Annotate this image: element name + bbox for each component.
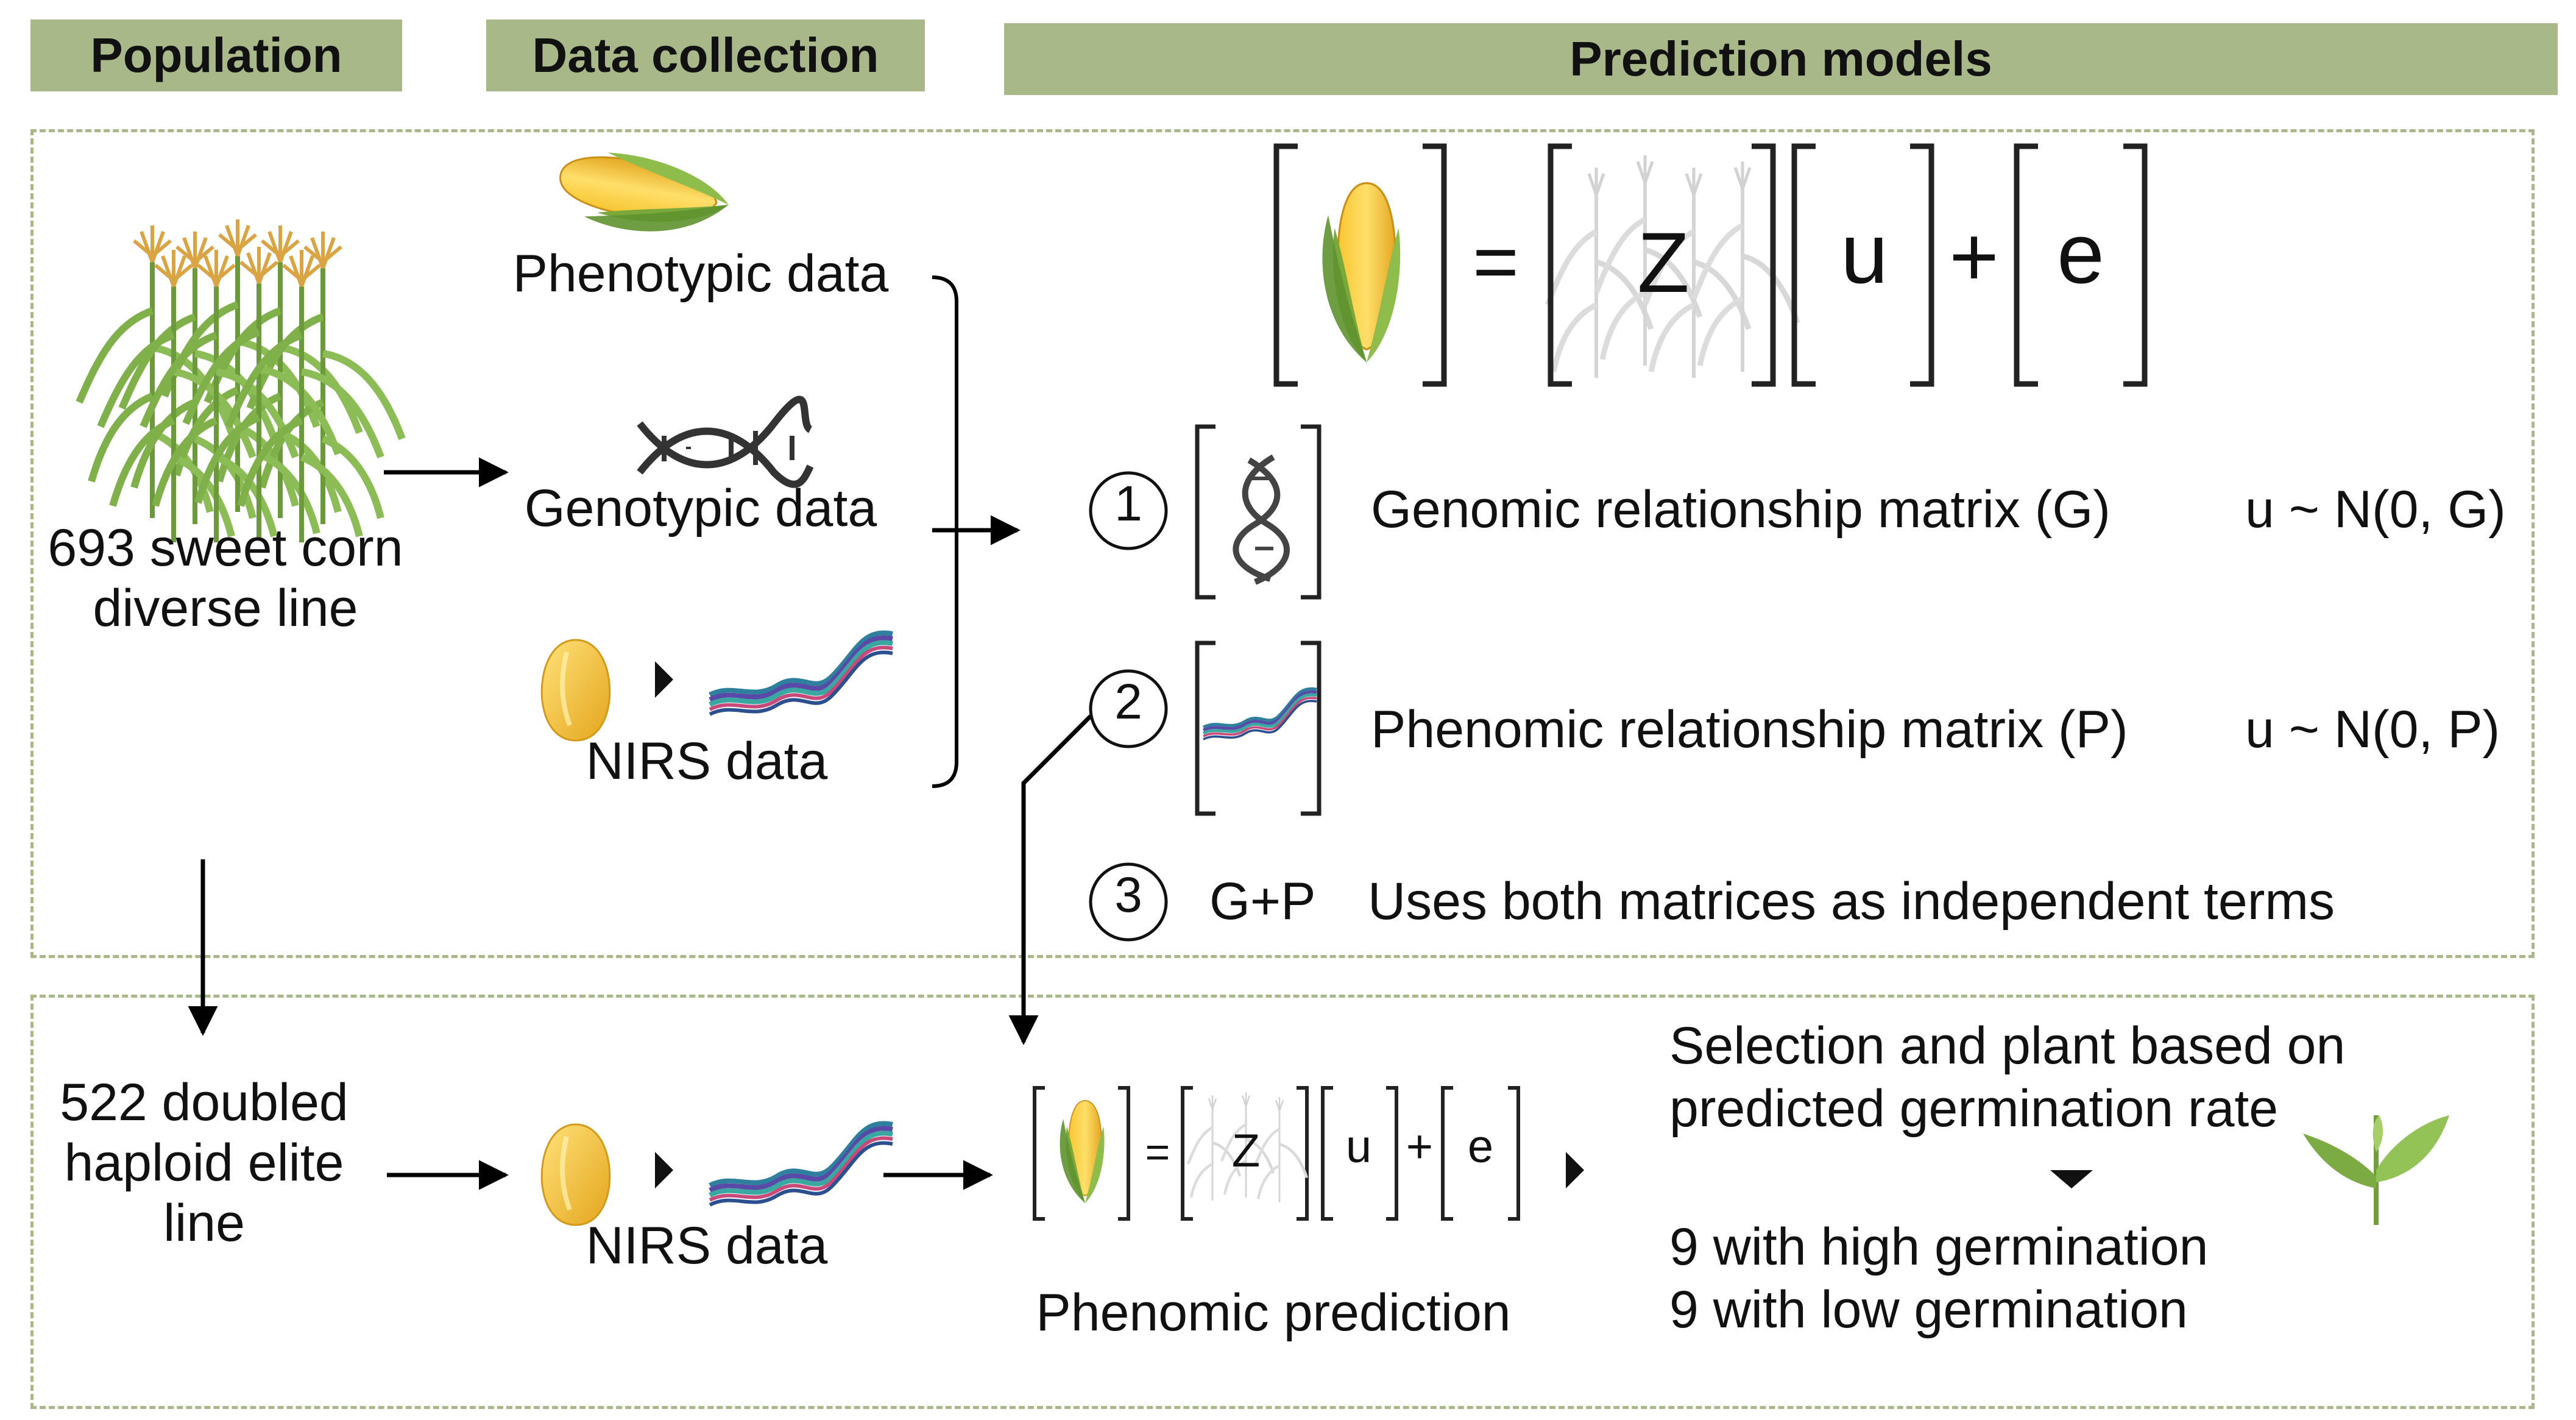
model-3-number: 3 [1114, 867, 1142, 923]
equation-matrix-y [1273, 143, 1447, 387]
corn-ear-icon [552, 143, 735, 247]
equation-e: e [2057, 205, 2104, 301]
header-data-collection: Data collection [486, 20, 925, 91]
diverse-line-text-2: diverse line [93, 578, 358, 637]
corn-ear-equation-icon [1321, 182, 1401, 364]
genomic-matrix-icon [1195, 424, 1322, 600]
nirs-spectrum-top [710, 633, 893, 714]
elite-line-label: 522 doubled haploid elite line [37, 1073, 372, 1254]
diverse-line-text-1: 693 sweet corn [48, 519, 403, 577]
play-marker-prediction [1566, 1152, 1584, 1188]
result-high-germination: 9 with high germination [1669, 1218, 2209, 1276]
selection-text-1: Selection and plant based on [1669, 1017, 2346, 1075]
equation-matrix-e [2014, 143, 2148, 387]
elite-line-text-3: line [163, 1193, 245, 1252]
small-e: e [1467, 1121, 1494, 1173]
equation-matrix-u [1791, 143, 1934, 387]
selection-text-2: predicted germination rate [1669, 1079, 2279, 1138]
model-2-label: Phenomic relationship matrix (P) [1371, 700, 2128, 759]
model-3-circle [1089, 862, 1168, 942]
equation-u: u [1841, 205, 1888, 301]
equation-matrix-z [1548, 143, 1797, 387]
selection-label: Selection and plant based on predicted g… [1669, 1015, 2345, 1140]
small-z: Z [1231, 1125, 1261, 1177]
phenotypic-data-label: Phenotypic data [512, 244, 889, 303]
top-panel [30, 129, 2535, 958]
corn-field-icon [79, 219, 402, 542]
arrow-model2-to-prediction [1008, 714, 1092, 1045]
model-1-label: Genomic relationship matrix (G) [1371, 480, 2111, 539]
down-marker-selection [2050, 1170, 2093, 1188]
small-equals: = [1145, 1128, 1170, 1176]
equation-plus: + [1949, 208, 1999, 304]
kernel-icon-bottom [542, 1124, 610, 1225]
diverse-line-label: 693 sweet corn diverse line [37, 518, 414, 639]
header-population-label: Population [90, 28, 342, 82]
model-1-circle [1089, 471, 1168, 550]
model-2-distribution: u ~ N(0, P) [2245, 700, 2500, 759]
genotypic-data-label: Genotypic data [524, 479, 877, 538]
equation-z: Z [1637, 215, 1690, 310]
elite-line-text-1: 522 doubled [60, 1073, 349, 1132]
play-marker-bottom [655, 1152, 673, 1188]
header-prediction-models: Prediction models [1004, 23, 2558, 95]
germination-results: 9 with high germination 9 with low germi… [1669, 1216, 2208, 1341]
nirs-data-label-bottom: NIRS data [586, 1216, 828, 1275]
result-low-germination: 9 with low germination [1669, 1280, 2188, 1340]
model-1-number: 1 [1114, 476, 1142, 531]
elite-line-text-2: haploid elite [64, 1133, 344, 1192]
model-3-short: G+P [1209, 872, 1316, 931]
small-equation [1033, 1086, 1520, 1221]
header-data-collection-label: Data collection [532, 28, 879, 82]
phenomic-prediction-label: Phenomic prediction [1036, 1283, 1511, 1342]
dna-icon [637, 396, 814, 488]
model-3-label: Uses both matrices as independent terms [1368, 872, 2335, 931]
phenomic-matrix-icon [1195, 641, 1322, 816]
equation-equals: = [1473, 217, 1519, 306]
header-prediction-models-label: Prediction models [1569, 32, 1992, 86]
model-2-number: 2 [1114, 674, 1142, 730]
nirs-data-label-top: NIRS data [586, 732, 828, 790]
model-2-circle [1089, 669, 1168, 748]
play-marker-top [655, 661, 673, 698]
header-population: Population [30, 20, 402, 91]
small-u: u [1345, 1121, 1372, 1173]
model-1-distribution: u ~ N(0, G) [2245, 480, 2506, 539]
kernel-icon-top [542, 640, 610, 740]
small-plus: + [1406, 1121, 1434, 1173]
nirs-spectrum-bottom [710, 1123, 893, 1205]
bottom-panel [30, 995, 2535, 1409]
